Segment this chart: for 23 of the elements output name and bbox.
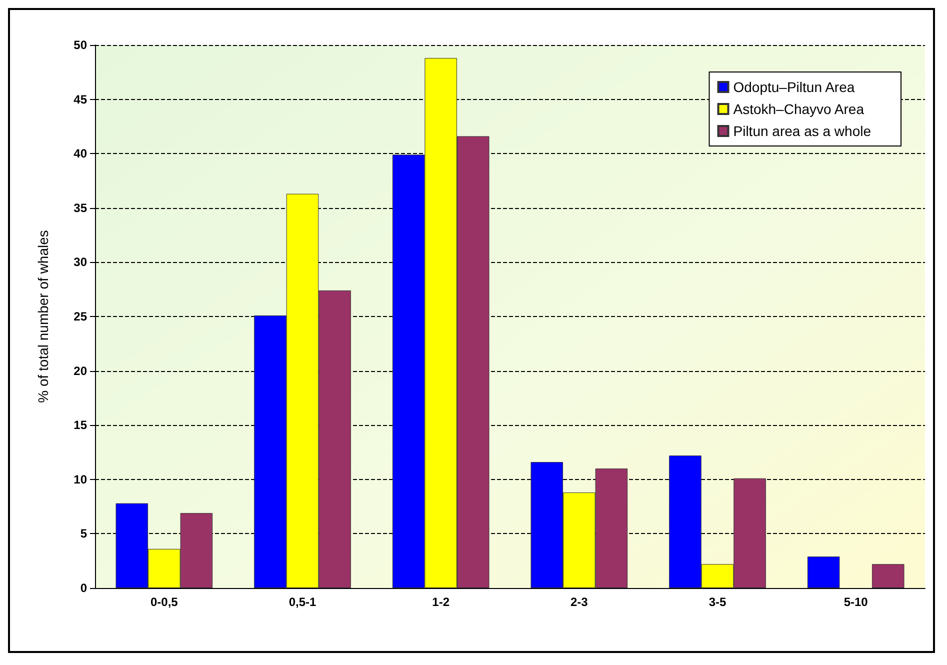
- y-tick-label: 25: [74, 310, 88, 324]
- x-tick-label: 5-10: [844, 595, 868, 609]
- y-tick-label: 5: [80, 526, 88, 541]
- legend-label: Astokh–Chayvo Area: [733, 101, 864, 117]
- bar: [872, 564, 904, 588]
- x-tick-label: 0-0,5: [150, 595, 178, 609]
- y-tick-label: 45: [74, 92, 88, 106]
- y-tick-label: 20: [74, 364, 88, 378]
- legend-label: Piltun area as a whole: [733, 123, 872, 139]
- y-tick-label: 0: [80, 581, 88, 595]
- bar: [807, 556, 840, 588]
- y-tick-label: 50: [74, 38, 88, 52]
- y-tick-label: 15: [74, 418, 88, 432]
- y-tick-label: 40: [74, 146, 88, 161]
- y-tick-label: 35: [74, 200, 88, 215]
- y-tick-label: 10: [74, 472, 88, 486]
- y-tick-label: 30: [74, 255, 88, 270]
- x-tick-label: 1-2: [432, 595, 450, 609]
- y-axis-title: % of total number of whales: [35, 230, 51, 403]
- x-tick-label: 0,5-1: [288, 595, 316, 609]
- x-tick-label: 3-5: [708, 595, 726, 609]
- x-tick-label: 2-3: [570, 595, 588, 609]
- legend-label: Odoptu–Piltun Area: [733, 79, 855, 95]
